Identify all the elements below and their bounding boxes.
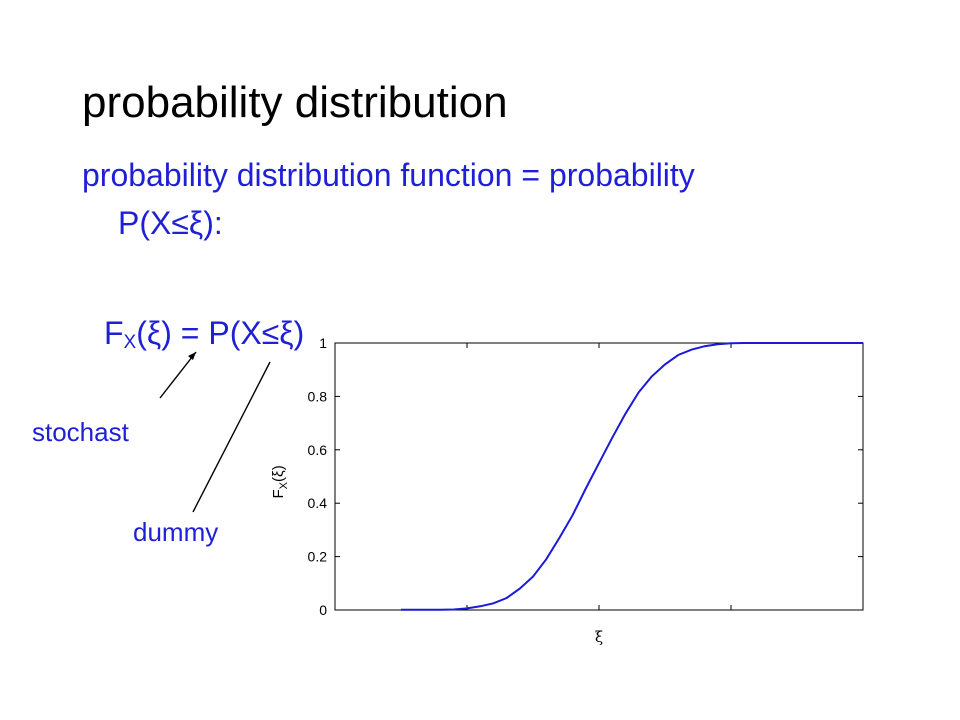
y-tick-label: 0: [319, 602, 327, 618]
y-tick-label: 0.2: [308, 549, 328, 565]
definition-line-1: probability distribution function = prob…: [82, 157, 695, 193]
y-tick-label: 0.6: [308, 442, 328, 458]
formula-line: FX(ξ) = P(X≤ξ): [104, 314, 304, 355]
formula-f: F: [104, 315, 124, 351]
dummy-annotation: dummy: [133, 517, 219, 547]
y-tick-label: 0.4: [308, 495, 328, 511]
y-axis-label: FX(ξ): [270, 465, 290, 498]
y-tick-label: 1: [319, 335, 327, 351]
stochast-annotation: stochast: [32, 417, 129, 447]
definition-line-2: P(X≤ξ):: [118, 205, 223, 241]
cdf-curve: [401, 342, 863, 611]
x-axis-label: ξ: [595, 628, 603, 646]
y-tick-label: 0.8: [308, 388, 328, 404]
slide-title: probability distribution: [82, 78, 508, 127]
plot-frame: [334, 342, 864, 611]
formula-rest: (ξ) = P(X≤ξ): [136, 315, 305, 351]
formula-subscript: X: [123, 332, 137, 353]
